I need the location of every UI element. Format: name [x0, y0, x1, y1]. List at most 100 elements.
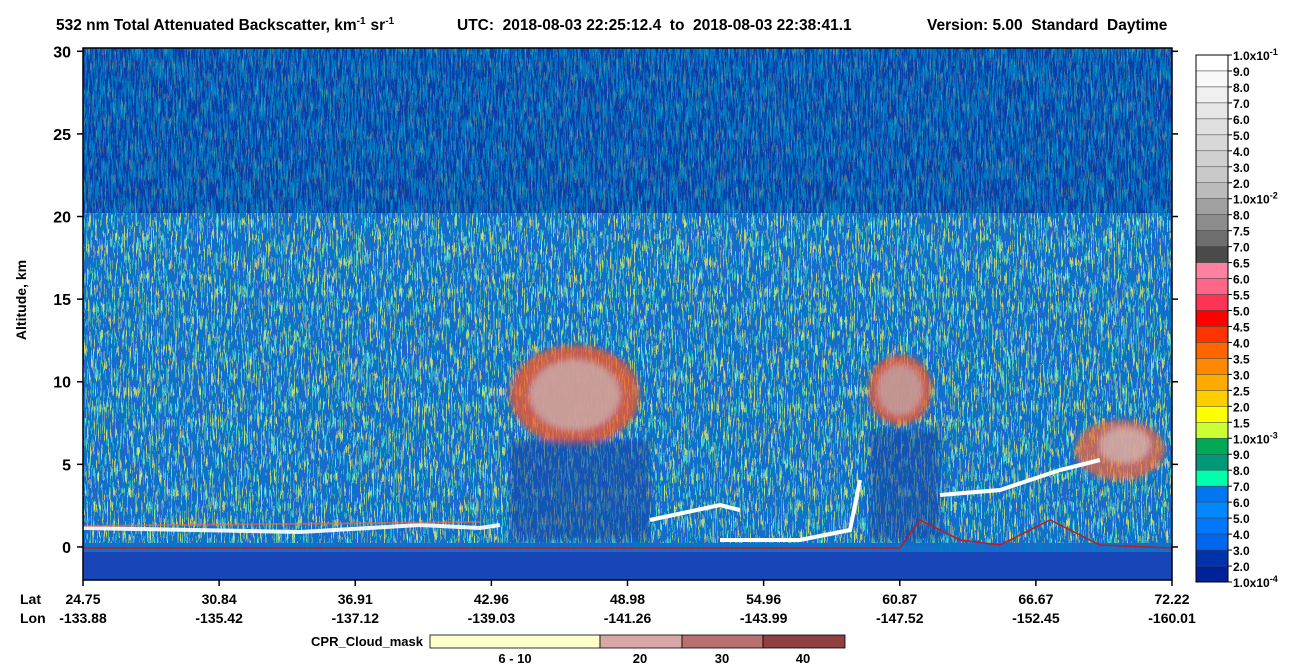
colorbar-label: 6.0 — [1233, 496, 1250, 510]
colorbar-label: 1.0x10-3 — [1233, 430, 1278, 446]
colorbar-swatch — [1195, 166, 1229, 184]
title-exp: -1 — [385, 16, 394, 27]
legend-swatch — [681, 634, 764, 649]
colorbar-label: 2.0 — [1233, 400, 1250, 414]
x-tick-label: 36.91 — [338, 591, 373, 607]
legend-label: 6 - 10 — [498, 651, 531, 666]
colorbar-label-text: 6.0 — [1233, 496, 1250, 510]
colorbar-swatch — [1195, 406, 1229, 423]
colorbar-label-text: 2.0 — [1233, 560, 1250, 574]
colorbar-swatch — [1195, 54, 1229, 72]
colorbar-swatch — [1195, 326, 1229, 343]
colorbar-label: 1.0x10-2 — [1233, 191, 1278, 207]
colorbar-label-text: 5.5 — [1233, 289, 1250, 303]
x-tick-label: 60.87 — [882, 591, 917, 607]
x-tick-label: -141.26 — [604, 610, 652, 626]
colorbar-label-text: 2.5 — [1233, 384, 1250, 398]
x-tick-label: -147.52 — [876, 610, 924, 626]
colorbar-label: 2.5 — [1233, 384, 1250, 398]
colorbar-label: 5.0 — [1233, 512, 1250, 526]
colorbar-swatch — [1195, 294, 1229, 311]
colorbar-label: 6.5 — [1233, 257, 1250, 271]
colorbar-label: 1.0x10-1 — [1233, 47, 1278, 63]
colorbar-label-exp: -3 — [1270, 430, 1278, 440]
colorbar-swatch — [1195, 549, 1229, 567]
legend-title: CPR_Cloud_mask — [311, 634, 424, 649]
colorbar-swatch — [1195, 102, 1229, 120]
colorbar-swatch — [1195, 134, 1229, 152]
colorbar-swatch — [1195, 358, 1229, 375]
colorbar-label-text: 3.0 — [1233, 544, 1250, 558]
colorbar-label: 6.0 — [1233, 113, 1250, 127]
colorbar-swatch — [1195, 70, 1229, 88]
colorbar-label-text: 1.0x10 — [1233, 49, 1270, 63]
colorbar-label-exp: -2 — [1270, 191, 1278, 201]
colorbar-label-text: 8.0 — [1233, 81, 1250, 95]
colorbar-swatch — [1195, 198, 1229, 215]
colorbar-swatch — [1195, 453, 1229, 471]
colorbar-label-text: 3.5 — [1233, 352, 1250, 366]
colorbar-frame — [1195, 54, 1229, 583]
colorbar-swatch — [1195, 150, 1229, 168]
y-tick-label: 15 — [53, 292, 71, 309]
speckle — [83, 48, 1172, 213]
colorbar-label-text: 5.0 — [1233, 305, 1250, 319]
colorbar-swatch — [1195, 278, 1229, 295]
colorbar-label-text: 7.5 — [1233, 225, 1250, 239]
x-tick-label: 72.22 — [1154, 591, 1189, 607]
colorbar-swatch — [1195, 118, 1229, 136]
colorbar-swatch — [1195, 501, 1229, 519]
y-tick-label: 20 — [53, 210, 71, 227]
colorbar-swatch — [1195, 86, 1229, 104]
x-tick-label: -139.03 — [468, 610, 516, 626]
colorbar-label-text: 9.0 — [1233, 65, 1250, 79]
colorbar-label-text: 1.5 — [1233, 416, 1250, 430]
colorbar-swatch — [1195, 246, 1229, 263]
x-tick-label: -152.45 — [1012, 610, 1060, 626]
colorbar-swatch — [1195, 230, 1229, 247]
colorbar-swatch — [1195, 485, 1229, 503]
utc-range: UTC: 2018-08-03 22:25:12.4 to 2018-08-03… — [457, 17, 852, 34]
colorbar-swatch — [1195, 533, 1229, 551]
colorbar-label-text: 3.0 — [1233, 161, 1250, 175]
x-row-label: Lat — [20, 591, 41, 607]
x-tick-label: -133.88 — [59, 610, 107, 626]
colorbar-label-exp: -4 — [1270, 574, 1278, 584]
colorbar-label: 2.0 — [1233, 177, 1250, 191]
colorbar-label-text: 4.5 — [1233, 320, 1250, 334]
y-tick-label: 10 — [53, 375, 71, 392]
colorbar-label: 7.0 — [1233, 97, 1250, 111]
colorbar-label: 5.5 — [1233, 289, 1250, 303]
x-tick-label: 42.96 — [474, 591, 509, 607]
colorbar-swatch — [1195, 438, 1229, 455]
x-tick-label: -135.42 — [195, 610, 243, 626]
colorbar-label: 4.5 — [1233, 320, 1250, 334]
title-text: 532 nm Total Attenuated Backscatter, km — [56, 17, 357, 34]
colorbar-label: 6.0 — [1233, 273, 1250, 287]
x-tick-label: 24.75 — [65, 591, 100, 607]
colorbar-label-text: 1.0x10 — [1233, 576, 1270, 590]
colorbar-label-text: 8.0 — [1233, 209, 1250, 223]
colorbar-label: 7.0 — [1233, 480, 1250, 494]
clouds — [510, 345, 1165, 540]
colorbar-label: 1.5 — [1233, 416, 1250, 430]
y-tick-label: 30 — [53, 44, 71, 61]
colorbar-label-text: 1.0x10 — [1233, 432, 1270, 446]
colorbar-label-text: 5.0 — [1233, 129, 1250, 143]
colorbar-swatch — [1195, 342, 1229, 359]
legend-swatch — [429, 634, 601, 649]
colorbar-label: 4.0 — [1233, 528, 1250, 542]
colorbar-label-text: 4.0 — [1233, 528, 1250, 542]
colorbar-label: 5.0 — [1233, 305, 1250, 319]
colorbar-label: 8.0 — [1233, 464, 1250, 478]
colorbar-label-text: 7.0 — [1233, 241, 1250, 255]
title-unit: sr — [371, 17, 386, 34]
legend-swatch — [599, 634, 683, 649]
y-tick-label: 5 — [62, 457, 71, 474]
colorbar-label: 8.0 — [1233, 81, 1250, 95]
colorbar-label: 4.0 — [1233, 336, 1250, 350]
colorbar-label-text: 1.0x10 — [1233, 193, 1270, 207]
y-tick-label: 0 — [62, 540, 71, 557]
colorbar-label-text: 7.0 — [1233, 97, 1250, 111]
legend-label: 20 — [633, 651, 647, 666]
